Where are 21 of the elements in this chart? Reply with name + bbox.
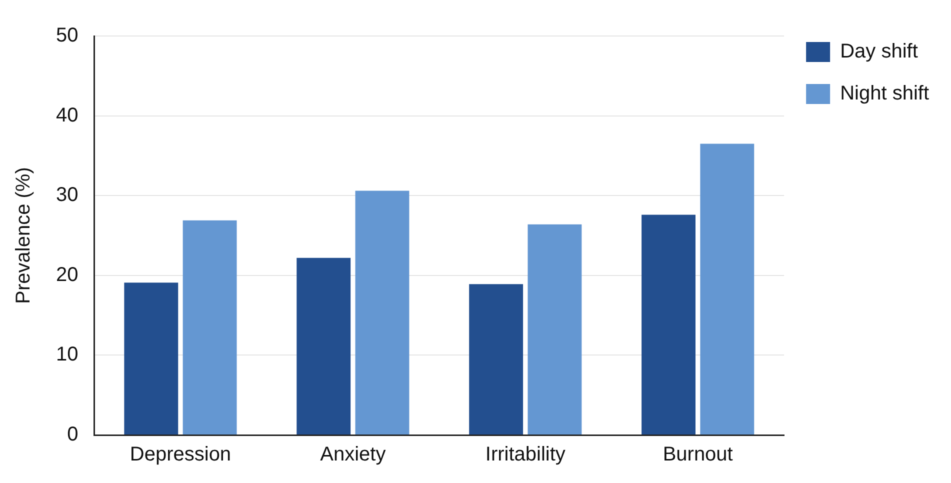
bar: [528, 224, 582, 434]
y-tick-label: 40: [56, 104, 78, 126]
x-tick-label: Depression: [130, 444, 232, 466]
bar: [700, 144, 754, 434]
bar: [182, 220, 237, 434]
bar: [355, 190, 410, 434]
y-tick-label: 20: [56, 264, 78, 286]
bar: [642, 214, 696, 434]
y-tick-label: 30: [56, 184, 78, 206]
bar: [469, 284, 524, 434]
legend-label: Day shift: [840, 40, 918, 63]
x-tick-label: Anxiety: [320, 444, 386, 466]
bar: [296, 258, 351, 434]
bar: [124, 282, 178, 434]
y-axis-title: Prevalence (%): [12, 167, 35, 304]
legend-label: Night shift: [840, 82, 930, 105]
x-tick-label: Irritability: [485, 444, 566, 466]
y-tick-label: 10: [56, 344, 78, 366]
y-tick-label: 0: [67, 424, 78, 446]
y-tick-label: 50: [56, 24, 78, 47]
x-tick-label: Burnout: [662, 444, 734, 466]
